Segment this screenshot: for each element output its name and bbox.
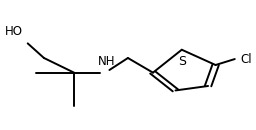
Text: S: S <box>178 56 186 69</box>
Text: Cl: Cl <box>241 53 252 66</box>
Text: NH: NH <box>98 55 115 68</box>
Text: HO: HO <box>5 25 23 38</box>
